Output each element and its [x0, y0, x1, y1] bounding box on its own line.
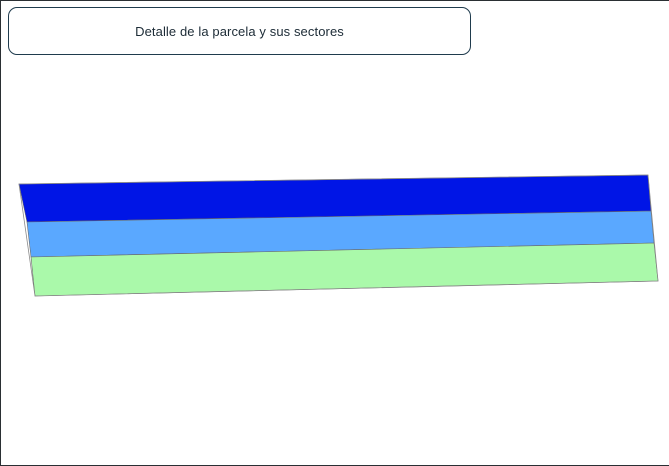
- page-title: Detalle de la parcela y sus sectores: [135, 23, 344, 39]
- parcel-outline: [18, 174, 659, 297]
- title-card: Detalle de la parcela y sus sectores: [8, 7, 471, 55]
